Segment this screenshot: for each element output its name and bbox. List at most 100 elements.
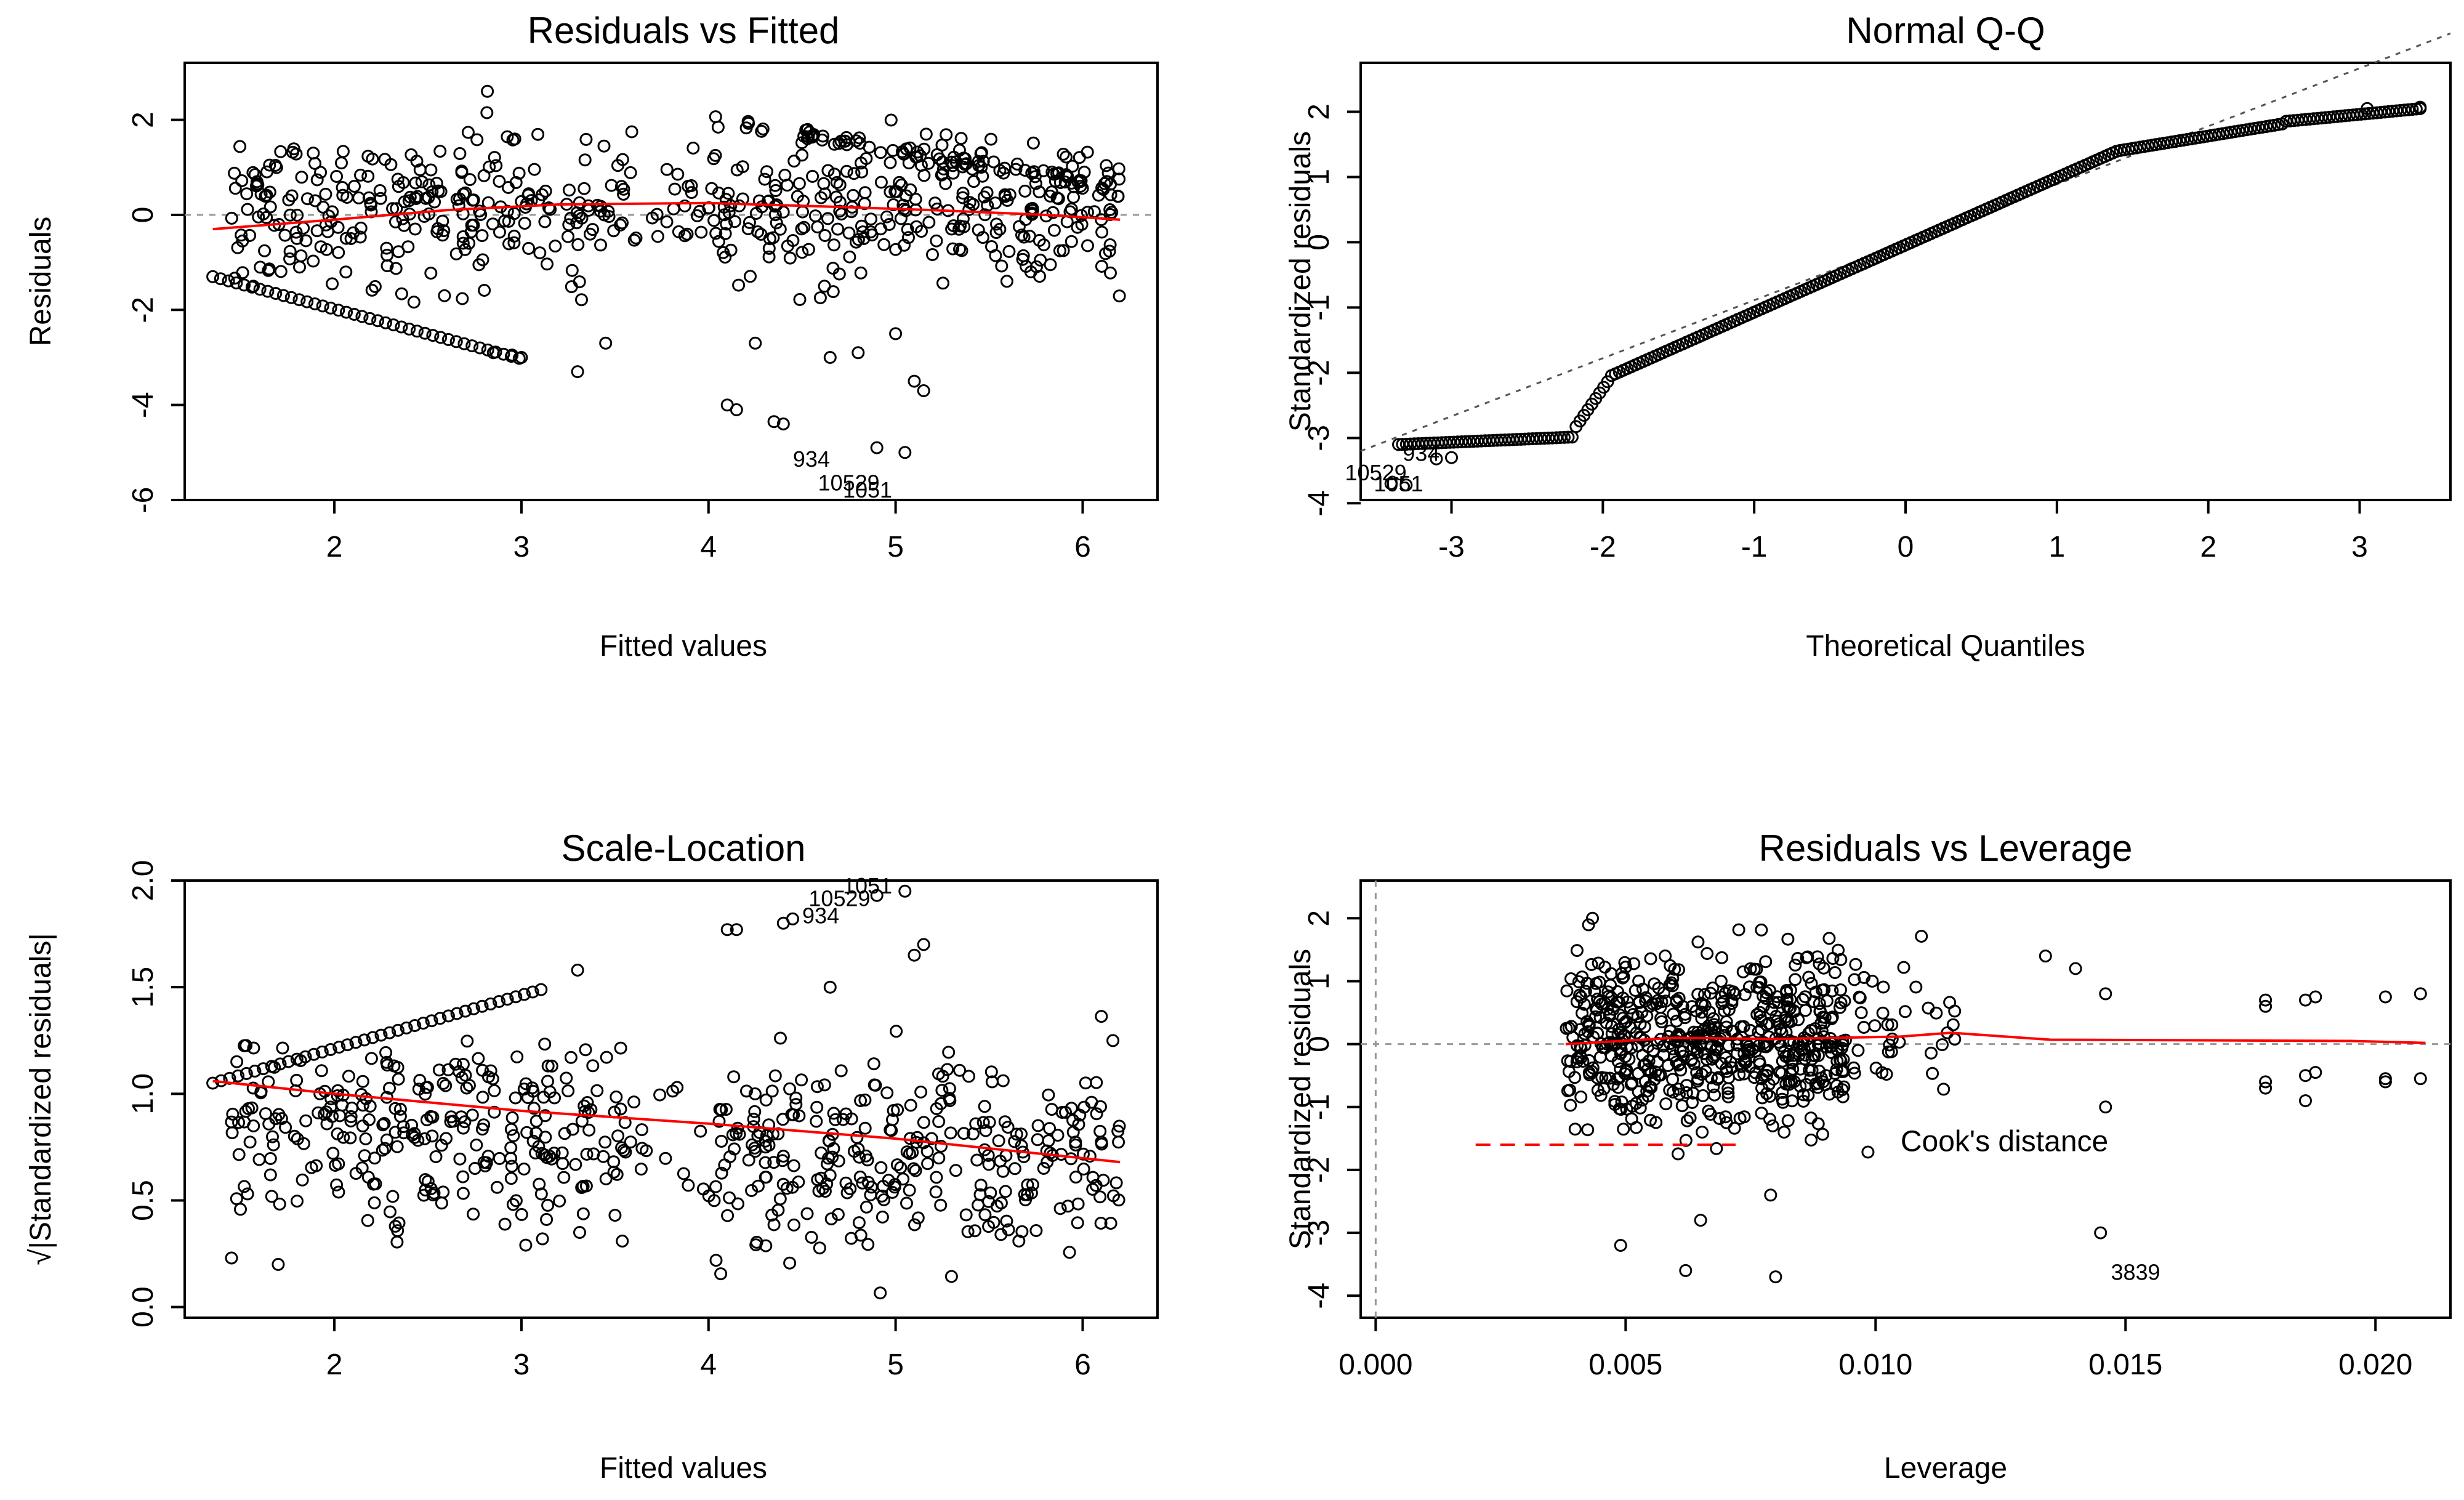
data-point <box>380 1055 393 1069</box>
data-point <box>1095 260 1108 273</box>
data-point <box>783 1082 797 1095</box>
data-point <box>1719 1110 1733 1124</box>
data-point <box>850 1131 864 1144</box>
data-point <box>272 1108 286 1121</box>
data-point <box>1562 1065 1576 1078</box>
data-point <box>1604 967 1618 980</box>
data-point <box>509 1091 522 1105</box>
data-point <box>793 292 807 306</box>
data-point <box>1103 203 1117 216</box>
data-point <box>541 1075 554 1088</box>
data-point <box>717 246 730 259</box>
data-point <box>1072 1118 1085 1131</box>
data-point <box>225 1251 238 1265</box>
data-point <box>1644 952 1657 966</box>
data-point <box>1893 1036 1906 1049</box>
data-point <box>891 1103 904 1116</box>
x-tick-label: 4 <box>700 531 717 563</box>
panel-title: Scale-Location <box>562 828 806 869</box>
data-point <box>1698 999 1712 1012</box>
data-point <box>978 1143 991 1156</box>
point-label: 1051 <box>1374 471 1423 496</box>
data-point <box>748 1105 762 1118</box>
data-point <box>575 293 588 307</box>
data-point <box>283 244 297 258</box>
x-tick-label: -2 <box>1590 531 1616 563</box>
data-point <box>1702 1022 1716 1035</box>
data-point <box>1755 923 1768 937</box>
data-point <box>1029 1224 1043 1237</box>
panel-normal-qq: Normal Q-Q Theoretical Quantiles Standar… <box>1284 10 2452 663</box>
data-point <box>1615 967 1629 980</box>
data-point <box>509 1194 523 1208</box>
data-point <box>533 246 547 260</box>
data-point <box>922 156 935 170</box>
data-point <box>978 1208 992 1222</box>
data-point <box>990 217 1003 231</box>
data-point <box>707 1194 721 1208</box>
data-point <box>730 403 743 416</box>
x-tick-label: 0.020 <box>2338 1349 2412 1381</box>
data-point <box>263 158 276 172</box>
data-point <box>668 182 682 196</box>
data-point <box>578 1099 591 1113</box>
data-point <box>712 1115 726 1128</box>
y-tick-label: -3 <box>1303 1220 1335 1246</box>
data-point <box>456 1187 470 1200</box>
data-point <box>767 1156 781 1169</box>
data-point <box>1026 204 1039 217</box>
data-point <box>299 234 313 248</box>
data-point <box>755 124 768 138</box>
data-point <box>253 283 267 296</box>
data-point <box>1670 1014 1683 1028</box>
data-point <box>1782 1078 1796 1091</box>
data-point <box>391 1023 405 1037</box>
data-point <box>1568 1123 1582 1136</box>
data-point <box>1755 1107 1768 1120</box>
data-point <box>1612 1102 1626 1116</box>
data-point <box>854 1094 868 1107</box>
data-point <box>1720 1020 1733 1034</box>
data-point <box>961 1225 975 1238</box>
data-point <box>877 1193 891 1206</box>
data-point <box>1734 1060 1748 1073</box>
data-point <box>1053 244 1066 257</box>
x-tick-label: 0.005 <box>1588 1349 1662 1381</box>
data-point <box>361 1214 374 1227</box>
data-point <box>463 173 477 187</box>
data-point <box>830 175 843 189</box>
data-point <box>889 327 903 341</box>
data-point <box>847 188 860 202</box>
data-point <box>459 1004 472 1018</box>
data-point <box>493 175 506 188</box>
data-point <box>850 134 863 148</box>
data-point <box>456 1058 470 1071</box>
data-point <box>418 326 432 340</box>
data-point <box>1763 1113 1776 1126</box>
data-point <box>610 1167 624 1181</box>
data-point <box>478 284 491 297</box>
data-point <box>1057 147 1070 161</box>
data-point <box>455 164 469 178</box>
data-point <box>1694 1039 1707 1053</box>
data-point <box>1781 1114 1795 1127</box>
data-point <box>985 1075 999 1089</box>
data-point <box>917 142 931 156</box>
data-point <box>1813 958 1826 970</box>
data-point <box>472 1052 485 1065</box>
data-point <box>786 1180 799 1194</box>
data-point <box>1797 1088 1810 1102</box>
data-point <box>947 219 960 233</box>
data-point <box>1010 157 1024 171</box>
data-point <box>450 1007 464 1020</box>
data-point <box>437 224 451 238</box>
data-point <box>342 1070 355 1083</box>
data-point <box>1069 1139 1082 1151</box>
data-point <box>251 177 264 191</box>
data-point <box>234 1203 247 1216</box>
data-point <box>876 1211 889 1224</box>
data-point <box>1876 1006 1890 1020</box>
data-point <box>486 346 500 360</box>
data-point <box>935 1140 948 1153</box>
